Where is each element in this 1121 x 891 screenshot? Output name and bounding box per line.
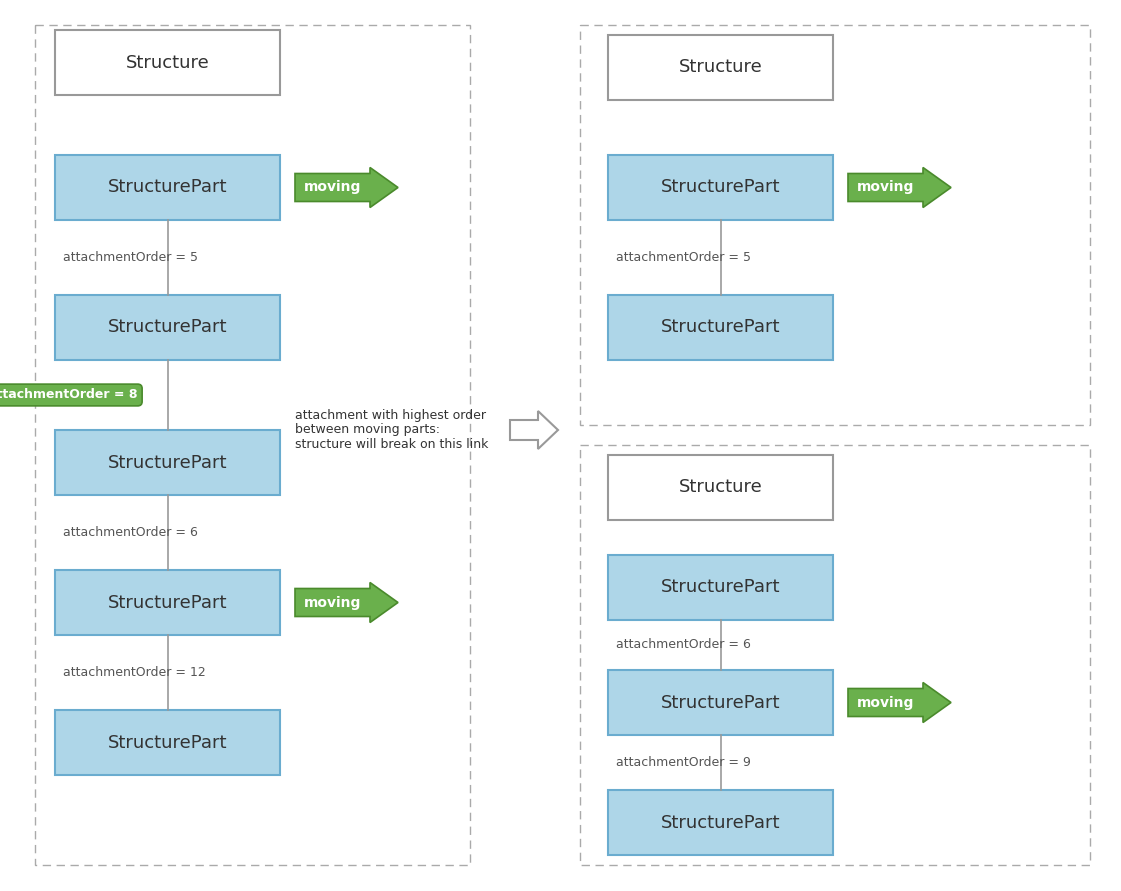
Polygon shape (295, 168, 398, 208)
Bar (55, 430, 280, 495)
Text: Structure: Structure (678, 59, 762, 77)
Bar (55, 295, 280, 360)
Text: attachmentOrder = 12: attachmentOrder = 12 (63, 666, 206, 679)
Bar (55, 30, 280, 95)
Text: StructurePart: StructurePart (660, 178, 780, 197)
Text: Structure: Structure (678, 478, 762, 496)
Bar (35, 25, 470, 865)
Text: StructurePart: StructurePart (660, 693, 780, 712)
Text: moving: moving (856, 181, 915, 194)
Text: StructurePart: StructurePart (108, 178, 228, 197)
Text: attachmentOrder = 5: attachmentOrder = 5 (617, 251, 751, 264)
Text: attachmentOrder = 8: attachmentOrder = 8 (0, 388, 138, 402)
Text: attachmentOrder = 6: attachmentOrder = 6 (63, 526, 198, 539)
Text: StructurePart: StructurePart (660, 318, 780, 337)
Text: StructurePart: StructurePart (108, 593, 228, 611)
Text: moving: moving (304, 595, 361, 609)
Bar (608, 555, 833, 620)
Polygon shape (295, 583, 398, 623)
Bar (608, 295, 833, 360)
Polygon shape (847, 683, 951, 723)
Polygon shape (510, 411, 558, 449)
Bar (55, 710, 280, 775)
Bar (608, 790, 833, 855)
Text: StructurePart: StructurePart (108, 733, 228, 751)
Text: moving: moving (304, 181, 361, 194)
Bar (580, 445, 1090, 865)
Bar (55, 570, 280, 635)
Text: StructurePart: StructurePart (108, 454, 228, 471)
Text: Structure: Structure (126, 53, 210, 71)
Text: attachment with highest order
between moving parts:
structure will break on this: attachment with highest order between mo… (295, 408, 489, 452)
Text: moving: moving (856, 696, 915, 709)
Text: StructurePart: StructurePart (108, 318, 228, 337)
Text: StructurePart: StructurePart (660, 813, 780, 831)
Bar (608, 35, 833, 100)
Text: attachmentOrder = 9: attachmentOrder = 9 (617, 756, 751, 769)
Bar (55, 155, 280, 220)
Bar (608, 155, 833, 220)
Polygon shape (847, 168, 951, 208)
Bar (608, 670, 833, 735)
Text: attachmentOrder = 6: attachmentOrder = 6 (617, 639, 751, 651)
Bar (580, 25, 1090, 425)
Text: attachmentOrder = 5: attachmentOrder = 5 (63, 251, 198, 264)
Bar (608, 455, 833, 520)
Text: StructurePart: StructurePart (660, 578, 780, 596)
